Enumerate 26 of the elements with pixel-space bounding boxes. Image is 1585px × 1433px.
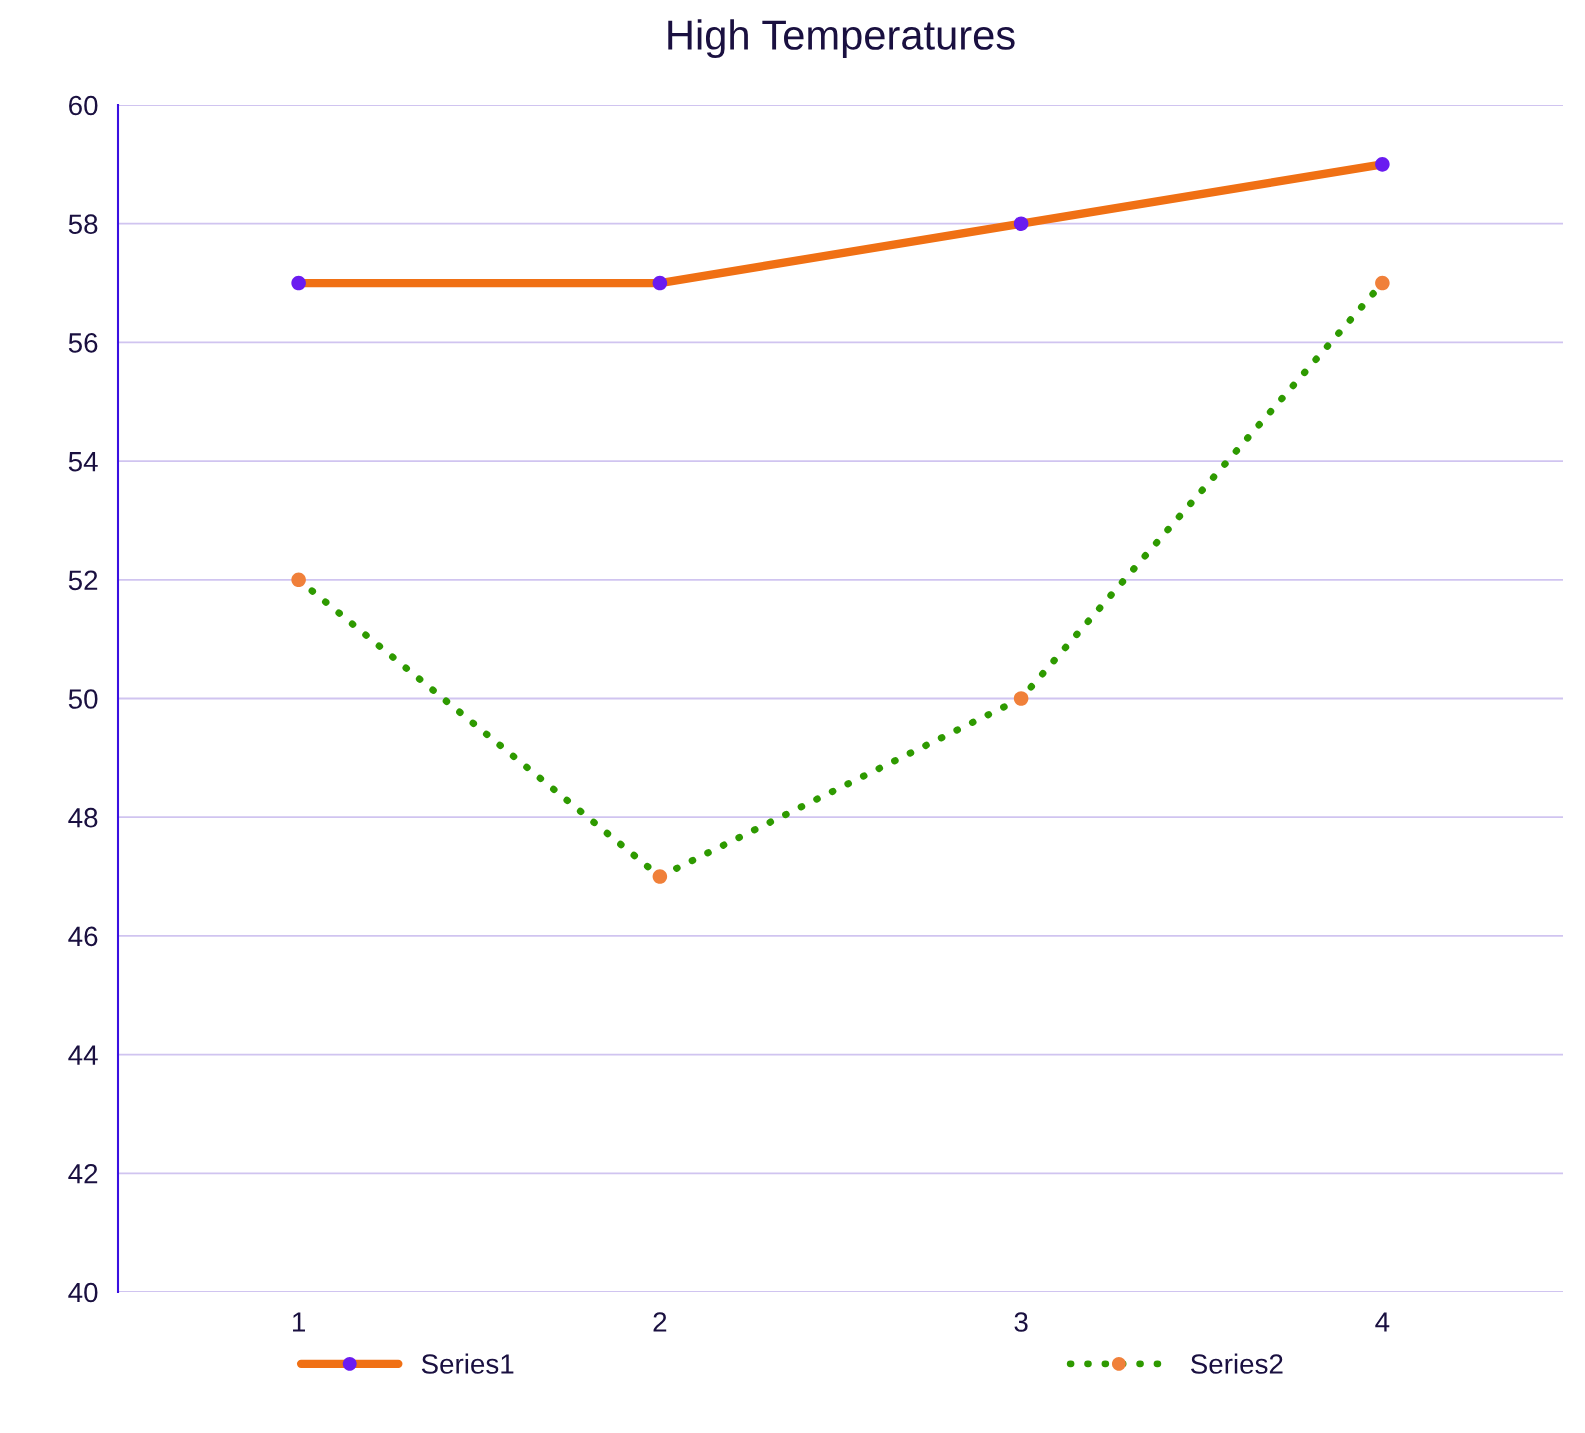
point xyxy=(1375,275,1390,291)
y-tick-label: 42 xyxy=(68,1163,98,1184)
y-tick-label: 46 xyxy=(68,926,98,947)
point xyxy=(1375,157,1390,172)
y-tick-label: 50 xyxy=(68,689,98,709)
x-tick-label: 3 xyxy=(1014,1312,1028,1332)
point xyxy=(652,869,668,884)
point xyxy=(291,275,306,291)
point xyxy=(291,572,306,588)
point xyxy=(1013,691,1029,706)
y-tick-label: 60 xyxy=(69,95,98,116)
chart-title: High Temperatures xyxy=(668,19,1015,59)
point xyxy=(652,275,668,291)
x-tick-label: 1 xyxy=(293,1312,305,1332)
y-tick-label: 54 xyxy=(68,452,98,472)
y-tick-label: 52 xyxy=(68,570,98,591)
y-tick-label: 58 xyxy=(68,214,98,235)
x-tick-label: 4 xyxy=(1375,1312,1390,1332)
x-tick-label: 2 xyxy=(653,1312,667,1332)
y-tick-label: 48 xyxy=(68,807,98,828)
y-tick-label: 40 xyxy=(68,1282,98,1303)
legend-label: Series1 xyxy=(421,1353,514,1374)
point xyxy=(1013,216,1029,231)
y-tick-label: 56 xyxy=(68,333,98,353)
y-tick-label: 44 xyxy=(68,1045,98,1065)
legend-label: Series2 xyxy=(1190,1353,1283,1374)
